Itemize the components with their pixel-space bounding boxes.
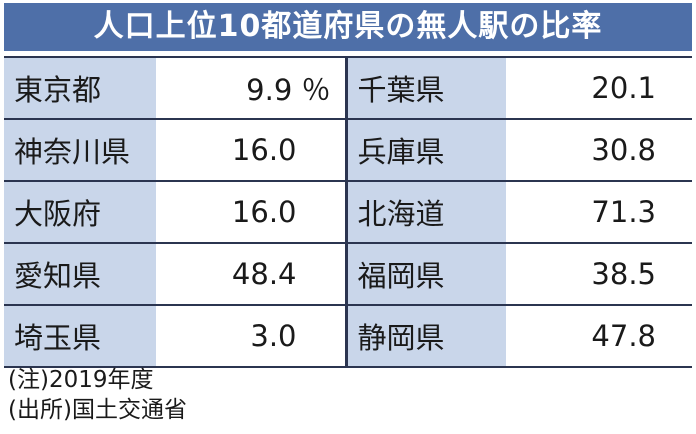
prefecture-cell: 神奈川県 [4,118,156,182]
prefecture-cell: 千葉県 [346,56,506,120]
note: (注)2019年度 [8,367,154,393]
prefecture-cell: 北海道 [346,180,506,244]
table-row: 埼玉県 3.0 静岡県 47.8 [4,304,692,368]
ratio-cell: 16.0 [156,180,348,244]
prefecture-cell: 愛知県 [4,242,156,306]
ratio-cell: 30.8 [506,118,692,182]
prefecture-cell: 埼玉県 [4,304,156,368]
title-banner: 人口上位10都道府県の無人駅の比率 [4,3,692,51]
ratio-cell: 3.0 [156,304,348,368]
ratio-cell: 47.8 [506,304,692,368]
ratio-cell: 71.3 [506,180,692,244]
prefecture-cell: 静岡県 [346,304,506,368]
table-row: 愛知県 48.4 福岡県 38.5 [4,242,692,306]
ratio-cell: 48.4 [156,242,348,306]
data-table: 東京都 9.9 ％千葉県 20.1 神奈川県 16.0 兵庫県 30.8 大阪府 16.0 北海道… [4,56,692,368]
ratio-cell: 38.5 [506,242,692,306]
prefecture-cell: 福岡県 [346,242,506,306]
table-row: 大阪府 16.0 北海道 71.3 [4,180,692,244]
ratio-cell: 20.1 [506,56,692,120]
prefecture-cell: 兵庫県 [346,118,506,182]
prefecture-cell: 東京都 [4,56,156,120]
table-row: 東京都 9.9 ％千葉県 20.1 [4,56,692,120]
ratio-cell: 16.0 [156,118,348,182]
table-row: 神奈川県 16.0 兵庫県 30.8 [4,118,692,182]
ratio-cell: 9.9 ％ [156,56,348,120]
source-note: (出所)国土交通省 [8,397,187,423]
prefecture-cell: 大阪府 [4,180,156,244]
